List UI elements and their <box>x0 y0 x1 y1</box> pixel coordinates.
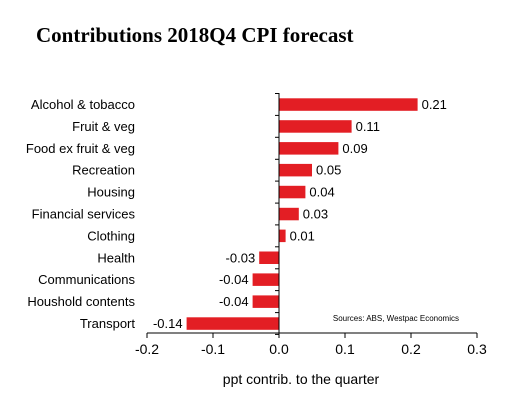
x-tick-label: 0.1 <box>335 341 355 357</box>
bar <box>186 317 279 330</box>
data-label: -0.04 <box>219 272 249 287</box>
bar <box>279 229 286 243</box>
category-label: Alcohol & tobacco <box>31 97 135 112</box>
bars-group <box>186 98 418 330</box>
data-label: 0.09 <box>342 141 367 156</box>
x-tick-label: 0.0 <box>269 341 289 357</box>
data-label: 0.05 <box>316 163 341 178</box>
data-label: 0.03 <box>303 207 328 222</box>
bar <box>279 120 352 133</box>
category-label: Houshold contents <box>27 294 135 309</box>
bar <box>279 163 312 177</box>
x-tick-label: -0.1 <box>201 341 225 357</box>
x-axis-label: ppt contrib. to the quarter <box>223 371 380 387</box>
category-label: Health <box>97 250 135 265</box>
category-label: Financial services <box>32 207 136 222</box>
category-label: Fruit & veg <box>72 119 135 134</box>
category-label: Clothing <box>87 228 135 243</box>
data-label: -0.14 <box>153 316 183 331</box>
x-tick-label: 0.3 <box>467 341 487 357</box>
bar <box>279 207 299 221</box>
bar <box>279 142 339 155</box>
bar <box>252 273 279 286</box>
data-label: 0.21 <box>422 97 447 112</box>
bar <box>259 251 279 264</box>
bar <box>279 98 418 111</box>
category-label: Food ex fruit & veg <box>26 141 135 156</box>
category-label: Communications <box>38 272 135 287</box>
source-note: Sources: ABS, Westpac Economics <box>333 314 459 323</box>
data-label: 0.01 <box>290 228 315 243</box>
chart-title: Contributions 2018Q4 CPI forecast <box>36 23 354 47</box>
category-label: Transport <box>80 316 136 331</box>
data-label: 0.11 <box>356 119 380 134</box>
data-label: -0.03 <box>226 250 256 265</box>
bar <box>252 295 279 308</box>
x-tick-label: 0.2 <box>401 341 421 357</box>
bar <box>279 185 306 199</box>
category-label: Recreation <box>72 163 135 178</box>
axes-group <box>146 93 478 338</box>
category-label: Housing <box>87 185 135 200</box>
data-label: -0.04 <box>219 294 249 309</box>
labels-group: Alcohol & tobacco 0.21 Fruit & veg 0.11 Food… <box>26 97 487 357</box>
data-label: 0.04 <box>309 185 334 200</box>
x-tick-label: -0.2 <box>135 341 159 357</box>
